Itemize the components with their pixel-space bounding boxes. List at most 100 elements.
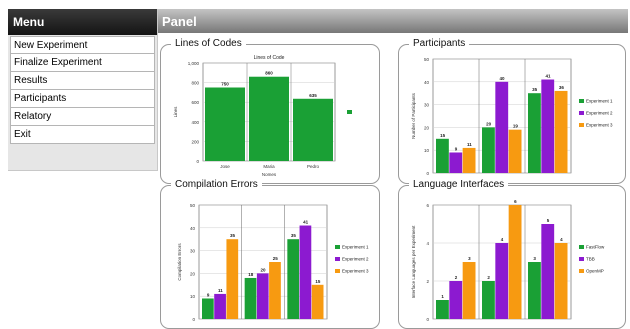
bar	[214, 293, 226, 319]
menu-item-results[interactable]: Results	[10, 72, 155, 90]
legend-swatch	[347, 110, 352, 114]
bar-value-label: 41	[303, 220, 309, 225]
y-tick-label: 10	[424, 148, 430, 153]
bar-value-label: 750	[221, 82, 229, 87]
lines-of-code-chart: Lines of Code 0 200 400 600 800 1,000 Lines Nome…	[173, 55, 352, 177]
bar	[508, 205, 522, 319]
bar	[528, 93, 541, 173]
bar	[299, 225, 312, 319]
bar	[554, 90, 568, 173]
chart-title: Lines of Code	[254, 55, 285, 61]
compilation-errors-section: Compilation Errors 0 10 20 30 40 50 Compilatio…	[160, 178, 380, 329]
y-axis-label: Number of Participants	[411, 92, 416, 139]
y-tick-label: 1,000	[188, 61, 200, 66]
bar	[249, 76, 289, 161]
bar-value-label: 18	[248, 272, 254, 277]
bar-value-label: 9	[207, 292, 210, 297]
menu-item-finalize-experiment[interactable]: Finalize Experiment	[10, 54, 155, 72]
bar	[495, 243, 509, 319]
bar	[482, 281, 495, 319]
bar	[495, 81, 509, 173]
bar-value-label: 15	[315, 279, 321, 284]
legend-entry: TBB	[586, 257, 595, 262]
bar	[311, 284, 324, 319]
y-axis-label: Lines	[173, 106, 178, 118]
x-axis-label: Nomes	[262, 172, 277, 177]
y-tick-label: 30	[424, 103, 430, 108]
bar	[508, 129, 522, 173]
menu-list: New Experiment Finalize Experiment Resul…	[8, 36, 157, 144]
legend-swatch	[579, 245, 584, 249]
participants-legend: Participants	[409, 37, 470, 50]
bar-value-label: 20	[260, 267, 266, 272]
y-tick-label: 50	[190, 203, 196, 208]
bar	[287, 239, 300, 319]
bar	[462, 147, 476, 173]
bar-value-label: 2	[487, 275, 490, 280]
bar-value-label: 41	[545, 74, 551, 79]
menu-item-new-experiment[interactable]: New Experiment	[10, 36, 155, 54]
legend-swatch	[335, 245, 340, 249]
bar-value-label: 4	[501, 237, 504, 242]
bar	[449, 281, 463, 319]
bar-value-label: 9	[455, 146, 458, 151]
legend-entry: FastFlow	[586, 245, 605, 250]
bar-value-label: 15	[440, 133, 446, 138]
y-tick-label: 30	[190, 249, 196, 254]
bar-value-label: 860	[265, 71, 273, 76]
legend-entry: Experiment 2	[342, 257, 369, 262]
y-tick-label: 200	[191, 139, 199, 144]
bar	[205, 87, 245, 161]
menu-item-participants[interactable]: Participants	[10, 90, 155, 108]
compilation-errors-chart: 0 10 20 30 40 50 Compilation Errors 9 11 35 18 20 25…	[177, 203, 369, 322]
y-tick-label: 800	[191, 81, 199, 86]
bar	[226, 239, 239, 319]
legend-entry: Experiment 1	[586, 99, 613, 104]
y-tick-label: 40	[424, 80, 430, 85]
legend-swatch	[579, 123, 584, 127]
language-interfaces-chart: 0 2 4 6 Interface Languages per Experiment 1 2…	[411, 199, 605, 322]
main-panel: Panel Lines of Codes Lines of Code 0 200 40…	[158, 9, 628, 329]
bar-value-label: 35	[532, 87, 538, 92]
bar	[462, 262, 476, 319]
x-tick-label: Pedro	[307, 164, 320, 169]
panel-title: Panel	[158, 9, 628, 33]
y-tick-label: 400	[191, 120, 199, 125]
bar-value-label: 1	[441, 294, 444, 299]
bar-value-label: 40	[499, 76, 505, 81]
y-tick-label: 0	[192, 317, 195, 322]
legend-entry: Experiment 2	[586, 111, 613, 116]
y-tick-label: 50	[424, 57, 430, 62]
y-tick-label: 20	[190, 271, 196, 276]
bar-value-label: 11	[467, 142, 472, 147]
bar-value-label: 4	[560, 237, 563, 242]
x-tick-label: Jose	[220, 164, 230, 169]
bar-value-label: 5	[547, 218, 550, 223]
bar-value-label: 3	[468, 256, 471, 261]
y-tick-label: 10	[190, 294, 196, 299]
bar	[269, 262, 281, 319]
y-tick-label: 6	[426, 203, 429, 208]
bar-value-label: 635	[309, 93, 317, 98]
language-interfaces-legend: Language Interfaces	[409, 178, 509, 191]
legend-entry: OpenMP	[586, 269, 604, 274]
legend-swatch	[579, 269, 584, 273]
y-tick-label: 20	[424, 125, 430, 130]
bar	[436, 300, 449, 319]
participants-section: Participants 0 10 20 30 40 50 Number of Partic…	[398, 37, 626, 184]
menu-item-exit[interactable]: Exit	[10, 126, 155, 144]
y-axis-label: Compilation Errors	[177, 243, 182, 281]
legend-swatch	[579, 111, 584, 115]
lines-of-codes-section: Lines of Codes Lines of Code 0 200 400 600 80…	[160, 37, 380, 184]
menu-item-relatory[interactable]: Relatory	[10, 108, 155, 126]
bar	[436, 138, 449, 173]
x-tick-label: Maria	[263, 164, 275, 169]
y-axis-label: Interface Languages per Experiment	[411, 225, 416, 299]
y-tick-label: 0	[426, 171, 429, 176]
y-tick-label: 2	[426, 279, 429, 284]
participants-chart: 0 10 20 30 40 50 Number of Participants 15 9 11 20…	[411, 57, 613, 176]
compilation-errors-legend: Compilation Errors	[171, 178, 262, 191]
bar-value-label: 20	[486, 121, 492, 126]
legend-entry: Experiment 3	[586, 123, 613, 128]
bar-value-label: 3	[533, 256, 536, 261]
